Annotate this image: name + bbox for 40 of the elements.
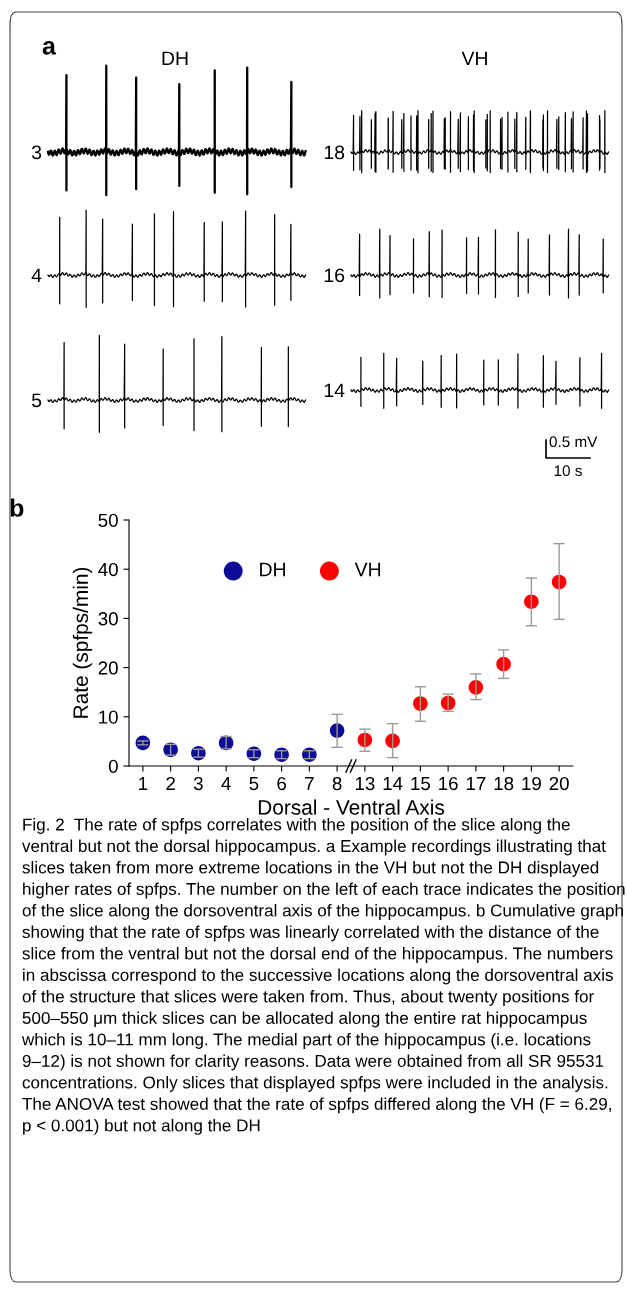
- x-tick-label: 1: [139, 777, 148, 790]
- legend-label: DH: [260, 562, 285, 577]
- x-tick-label: 14: [383, 777, 403, 790]
- x-tick-label: 15: [411, 777, 431, 791]
- x-tick-label: 2: [166, 776, 175, 790]
- point: [413, 696, 428, 711]
- x-tick-label: 13: [355, 776, 375, 791]
- y-tick-label: 0: [108, 759, 118, 773]
- x-tick-label: 16: [439, 776, 458, 791]
- text: 18: [324, 145, 345, 160]
- text: Fig. 2 The rate of spfps correlates with the position of the slice along the ventral but not the dorsal hippocampus. a Example recordings illustrating that slices taken from more extreme locations in the VH but not the DH displayed higher rates of spfps. The number on the left of each trace indicates the position of the slice along the dorsoventral axis of the hippocampus. b Cumulative graph showing that the rate of spfps was linearly correlated with the distance of the slice from the ventral but not the dorsal end of the hippocampus. The numbers in abscissa correspond to the successive locations along the dorsoventral axis of the structure that slices were taken from. Thus, about twenty positions for 500–550 μm thick slices can be allocated along the entire rat hippocampus which is 10–11 mm long. The medial part of the hippocampus (i.e. locations 9–12) is not shown for clarity reasons. Data were obtained from all SR 95531 concentrations. Only slices that displayed spfps were included in the analysis. The ANOVA test showed that the rate of spfps differed along the VH (F = 6.29, p < 0.001) but not along the DH: [21, 818, 625, 1135]
- text: 14: [324, 383, 345, 398]
- x-tick-label: 18: [494, 776, 514, 791]
- x-axis-title: Dorsal - Ventral Axis: [258, 799, 445, 815]
- x-tick-label: 19: [522, 776, 541, 791]
- x-tick-label: 7: [305, 777, 314, 790]
- x-tick-label: 17: [466, 777, 486, 790]
- text: 3: [31, 145, 42, 160]
- text: 16: [324, 268, 345, 283]
- y-tick-label: 10: [99, 710, 118, 724]
- y-tick-label: 40: [98, 562, 118, 577]
- legend-label: VH: [354, 562, 381, 577]
- text: 0.5 mV: [549, 436, 598, 448]
- chart-title: b: [10, 498, 24, 517]
- x-tick-label: 20: [549, 776, 569, 791]
- x-tick-label: 6: [277, 776, 287, 791]
- text: DH: [162, 51, 188, 66]
- text: VH: [461, 51, 487, 66]
- text: 4: [31, 268, 42, 283]
- x-tick-label: 8: [332, 776, 342, 791]
- text: 10 s: [554, 465, 582, 477]
- y-tick-label: 30: [98, 612, 118, 626]
- x-tick-label: 4: [221, 777, 231, 790]
- y-tick-label: 20: [98, 661, 118, 675]
- text: 5: [31, 393, 42, 408]
- x-tick-label: 5: [249, 777, 259, 791]
- y-axis-title: Rate (spfps/min): [72, 567, 93, 718]
- text: a: [42, 41, 57, 55]
- x-tick-label: 3: [193, 776, 203, 791]
- y-tick-label: 50: [98, 513, 118, 527]
